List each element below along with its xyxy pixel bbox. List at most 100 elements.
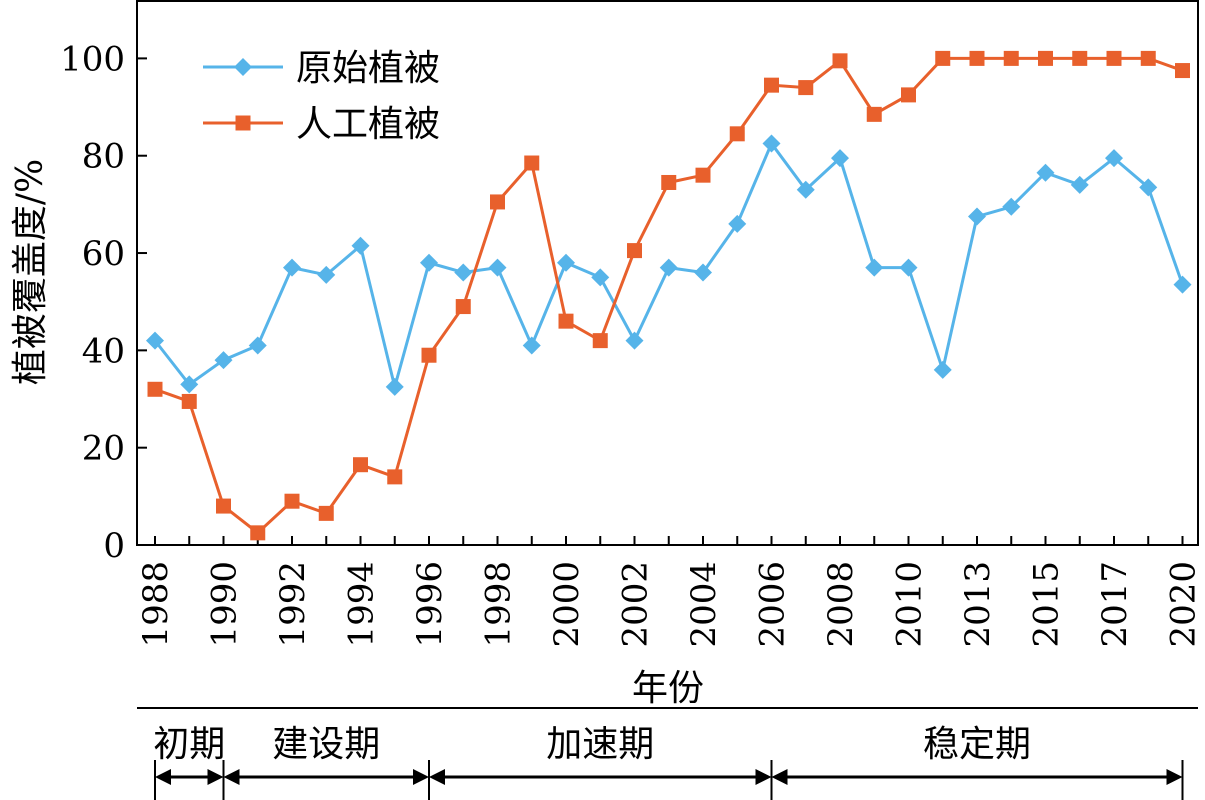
data-point <box>695 167 711 183</box>
period-arrow-head <box>771 769 788 785</box>
data-point <box>969 50 985 66</box>
period-label: 建设期 <box>272 724 380 765</box>
data-point <box>558 313 574 329</box>
y-tick-label: 60 <box>82 234 125 274</box>
x-tick-label: 1994 <box>342 561 382 648</box>
data-point <box>488 258 507 277</box>
data-point <box>180 375 199 394</box>
data-point <box>181 393 197 409</box>
x-tick-label: 1988 <box>136 561 176 648</box>
data-point <box>764 77 779 93</box>
x-axis: 1988 1990 1992 1994 1996 1998 2000 2002 2004 2006… <box>136 536 1204 648</box>
legend-label: 原始植被 <box>296 48 440 89</box>
data-point <box>557 253 575 272</box>
data-point <box>216 498 231 514</box>
data-point <box>627 243 642 259</box>
data-point <box>387 469 403 485</box>
data-point <box>1173 275 1192 294</box>
data-point <box>933 360 952 379</box>
x-tick-label: 1996 <box>410 561 450 648</box>
data-point <box>865 258 884 277</box>
legend-marker <box>235 115 251 131</box>
x-tick-label: 2004 <box>684 561 724 648</box>
data-point <box>1002 197 1021 216</box>
period-label: 加速期 <box>546 724 654 765</box>
data-point <box>762 134 781 153</box>
data-point <box>796 180 815 199</box>
period-arrow-head <box>413 769 429 785</box>
data-point <box>798 80 814 96</box>
data-point <box>1106 50 1122 66</box>
data-point <box>250 525 266 541</box>
x-tick-label: 2000 <box>547 561 587 648</box>
data-point <box>146 331 164 350</box>
data-point <box>1175 63 1190 79</box>
period-arrow-head <box>429 769 445 785</box>
legend-marker <box>234 58 252 76</box>
x-tick-label: 2002 <box>616 561 656 648</box>
period-arrow-head <box>155 769 171 785</box>
series-0 <box>146 134 1192 396</box>
x-tick-label: 2006 <box>753 561 793 648</box>
y-axis: 0 20 40 60 80 100 <box>60 39 147 566</box>
x-tick-label: 2015 <box>1027 561 1067 648</box>
period-label: 稳定期 <box>923 724 1031 765</box>
x-tick-label: 2020 <box>1164 561 1204 648</box>
y-tick-label: 20 <box>82 429 125 469</box>
data-point <box>214 351 233 370</box>
data-point <box>591 268 610 287</box>
period-arrow-head <box>1166 769 1183 785</box>
plot-border <box>136 0 1199 546</box>
x-tick-label: 2013 <box>958 561 998 648</box>
data-point <box>524 155 540 171</box>
data-point <box>728 214 747 233</box>
data-point <box>901 87 916 103</box>
legend-label: 人工植被 <box>296 104 440 145</box>
data-point <box>1105 149 1123 168</box>
period-arrow-head <box>207 769 224 785</box>
data-point <box>248 336 267 355</box>
data-point <box>866 106 882 122</box>
x-tick-label: 1990 <box>205 561 245 648</box>
x-tick-label: 1998 <box>479 561 519 648</box>
data-point <box>454 263 473 282</box>
data-point <box>832 53 848 69</box>
plot-frame <box>136 0 1199 546</box>
x-tick-label: 2010 <box>890 561 930 648</box>
data-point <box>694 263 712 282</box>
y-tick-label: 40 <box>82 331 125 371</box>
period-arrow-head <box>223 769 240 785</box>
y-axis-title: 植被覆盖度/% <box>10 159 51 385</box>
series-group <box>146 50 1192 541</box>
data-point <box>283 258 301 277</box>
data-point <box>661 174 677 190</box>
y-tick-label: 100 <box>60 39 125 79</box>
data-point <box>1003 50 1019 66</box>
data-point <box>1038 50 1053 66</box>
data-point <box>317 265 336 284</box>
series-1 <box>147 50 1190 541</box>
data-point <box>147 381 163 397</box>
data-point <box>659 258 678 277</box>
data-point <box>1139 178 1158 197</box>
data-point <box>1036 163 1055 182</box>
data-point <box>318 505 334 521</box>
y-tick-label: 80 <box>82 137 125 177</box>
y-tick-label: 0 <box>103 526 125 566</box>
data-point <box>522 336 541 355</box>
data-point <box>1140 50 1156 66</box>
x-tick-label: 2017 <box>1095 561 1135 648</box>
period-timeline: 初期 建设期 加速期 稳定期 <box>137 707 1198 800</box>
data-point <box>284 493 300 509</box>
data-point <box>420 253 438 272</box>
x-tick-label: 1992 <box>273 561 313 648</box>
data-point <box>968 207 986 226</box>
data-point <box>592 333 608 349</box>
data-point <box>490 194 505 210</box>
data-point <box>625 331 644 350</box>
period-label: 初期 <box>153 724 225 765</box>
data-point <box>351 236 370 255</box>
data-point <box>899 258 918 277</box>
